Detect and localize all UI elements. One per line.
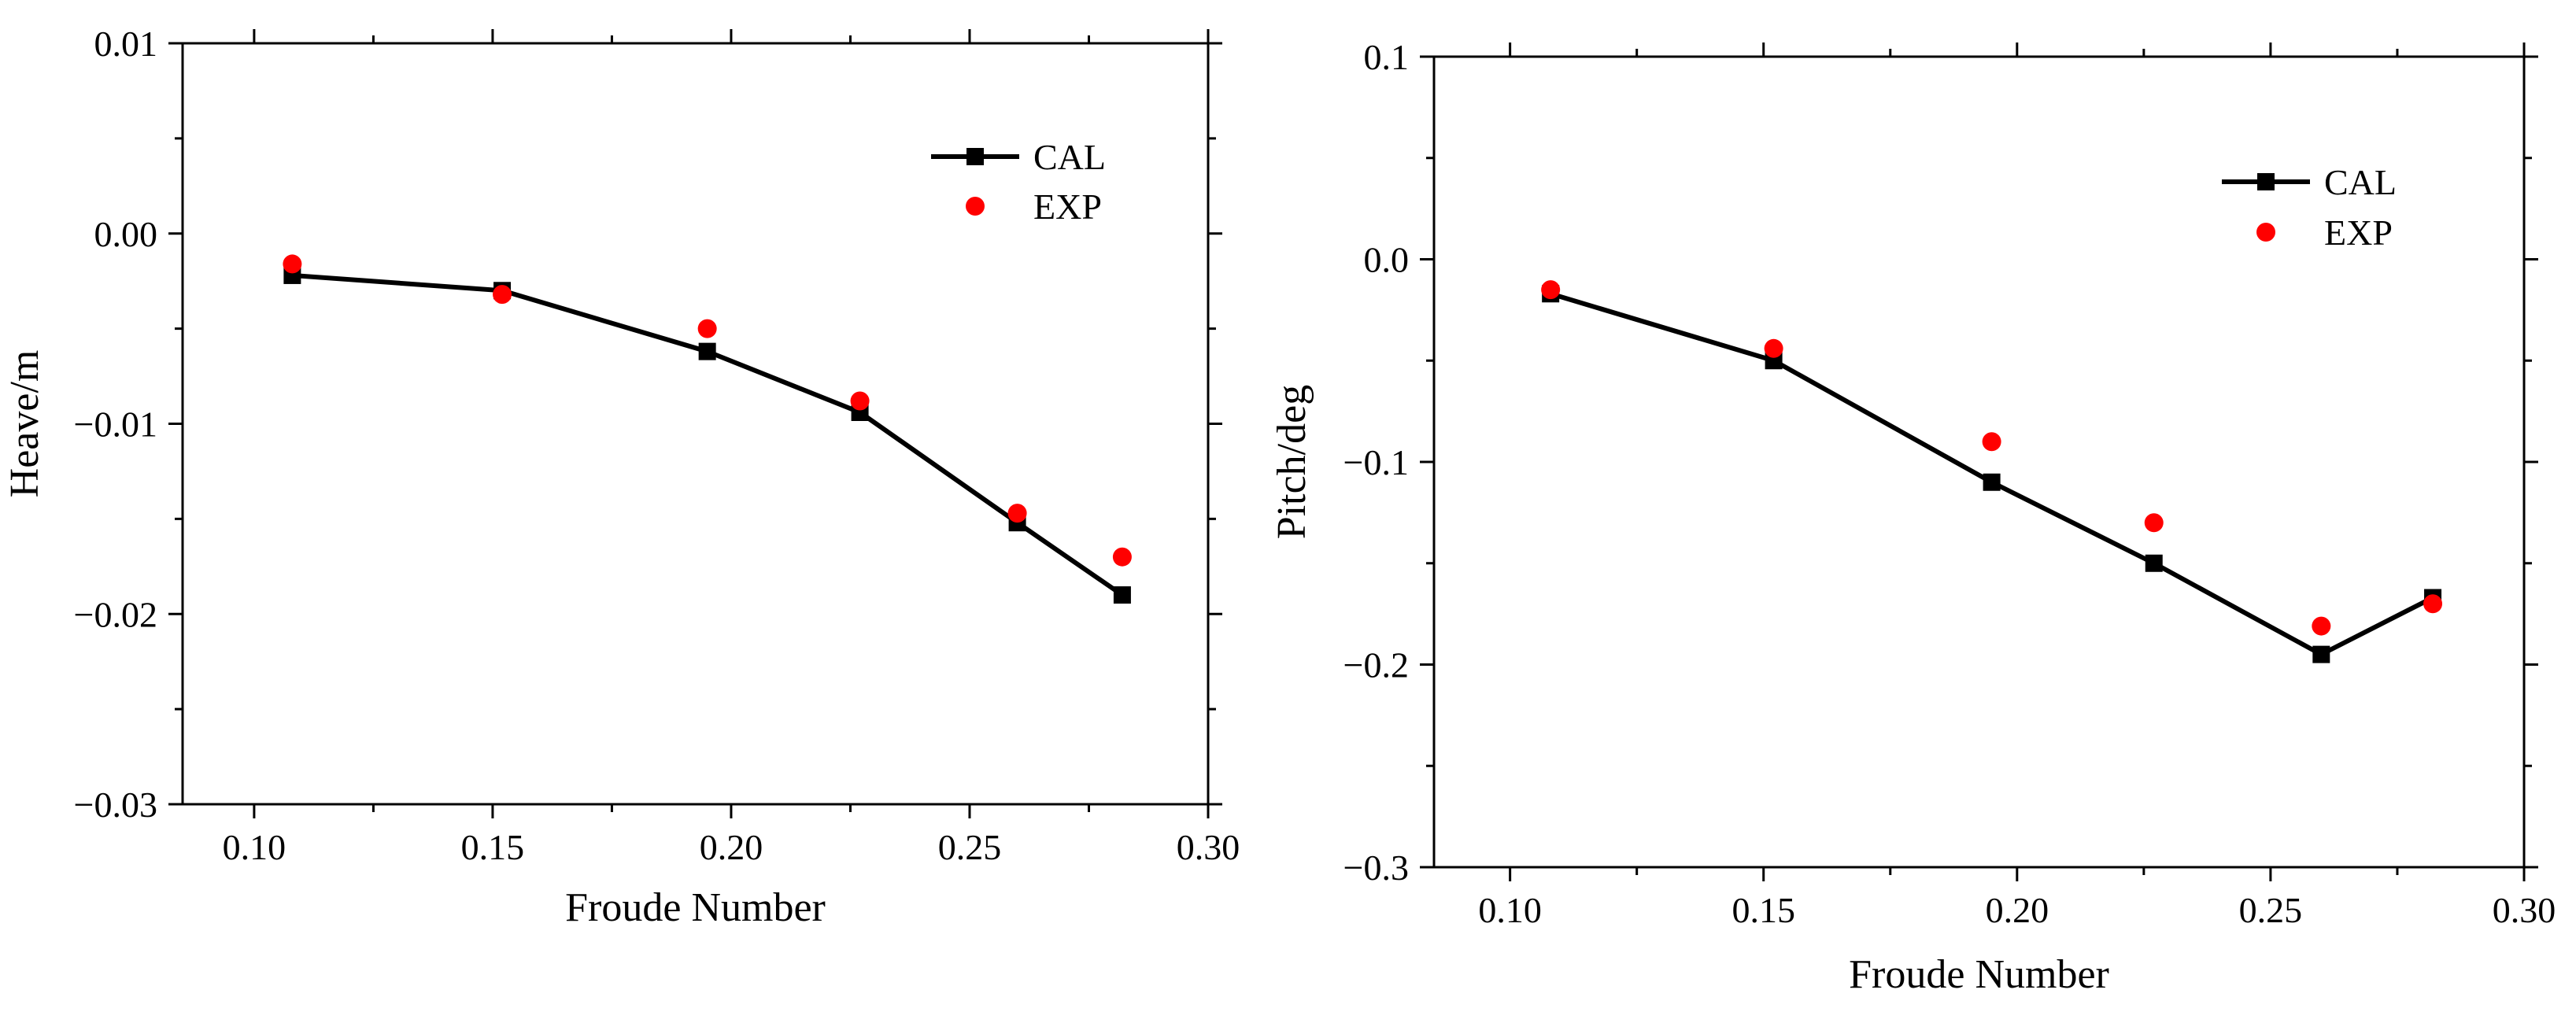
legend-exp-label: EXP — [1033, 187, 1102, 227]
y-tick-label: −0.2 — [1343, 645, 1409, 685]
x-tick-label: 0.30 — [2493, 890, 2556, 930]
y-tick-label: 0.00 — [94, 214, 158, 254]
cal-data-point — [1113, 586, 1131, 604]
y-tick-label: 0.01 — [94, 24, 158, 64]
exp-data-point — [493, 285, 512, 305]
y-tick-label: 0.1 — [1364, 37, 1410, 77]
legend-exp-label: EXP — [2324, 212, 2393, 253]
exp-data-point — [2312, 616, 2331, 636]
legend-cal-label: CAL — [2324, 162, 2397, 202]
x-tick-label: 0.25 — [2239, 890, 2303, 930]
x-tick-label: 0.10 — [1478, 890, 1542, 930]
cal-data-point — [2145, 554, 2163, 572]
exp-data-point — [1982, 432, 2001, 452]
x-tick-label: 0.15 — [461, 827, 525, 867]
exp-data-point — [850, 391, 870, 411]
x-tick-label: 0.25 — [938, 827, 1002, 867]
y-tick-label: −0.02 — [74, 594, 157, 634]
exp-data-point — [1112, 547, 1132, 567]
x-tick-label: 0.10 — [223, 827, 286, 867]
x-tick-label: 0.30 — [1177, 827, 1240, 867]
legend: CAL EXP — [2222, 162, 2397, 253]
exp-data-point — [1007, 504, 1027, 523]
y-tick-label: −0.3 — [1343, 848, 1409, 888]
y-tick-label: −0.1 — [1343, 442, 1409, 482]
y-tick-label: −0.01 — [74, 404, 157, 445]
heave-chart-panel: 0.10 0.15 0.20 0.25 0.30 −0.03 −0.02 −0.01 0.00 0… — [2, 24, 1240, 930]
x-tick-label: 0.20 — [700, 827, 763, 867]
cal-series-line — [1550, 291, 2434, 657]
cal-data-point — [2312, 645, 2330, 663]
y-tick-label: 0.0 — [1364, 240, 1410, 280]
exp-data-point — [697, 319, 717, 338]
y-axis-title: Pitch/deg — [1270, 385, 1314, 539]
exp-data-point — [2423, 594, 2443, 614]
exp-data-point — [2144, 513, 2164, 533]
exp-data-point — [1541, 280, 1561, 300]
x-axis-title: Froude Number — [565, 885, 826, 930]
legend: CAL EXP — [931, 137, 1106, 227]
x-tick-label: 0.20 — [1986, 890, 2049, 930]
cal-series-line — [292, 272, 1124, 597]
legend-cal-label: CAL — [1033, 137, 1106, 177]
y-tick-label: −0.03 — [74, 785, 157, 825]
legend-exp-marker — [2256, 223, 2275, 242]
legend-cal-marker — [2257, 173, 2275, 190]
cal-data-point — [698, 342, 716, 360]
legend-cal-marker — [966, 148, 984, 165]
exp-data-point — [1764, 338, 1783, 358]
cal-data-point — [1983, 473, 2001, 491]
pitch-chart-panel: 0.10 0.15 0.20 0.25 0.30 −0.3 −0.2 −0.1 0.0 0.1 Fr… — [1270, 37, 2556, 997]
y-axis-title: Heave/m — [2, 350, 47, 498]
legend-exp-marker — [966, 197, 985, 216]
x-tick-label: 0.15 — [1732, 890, 1795, 930]
x-axis-title: Froude Number — [1849, 952, 2109, 997]
exp-data-point — [283, 254, 302, 274]
